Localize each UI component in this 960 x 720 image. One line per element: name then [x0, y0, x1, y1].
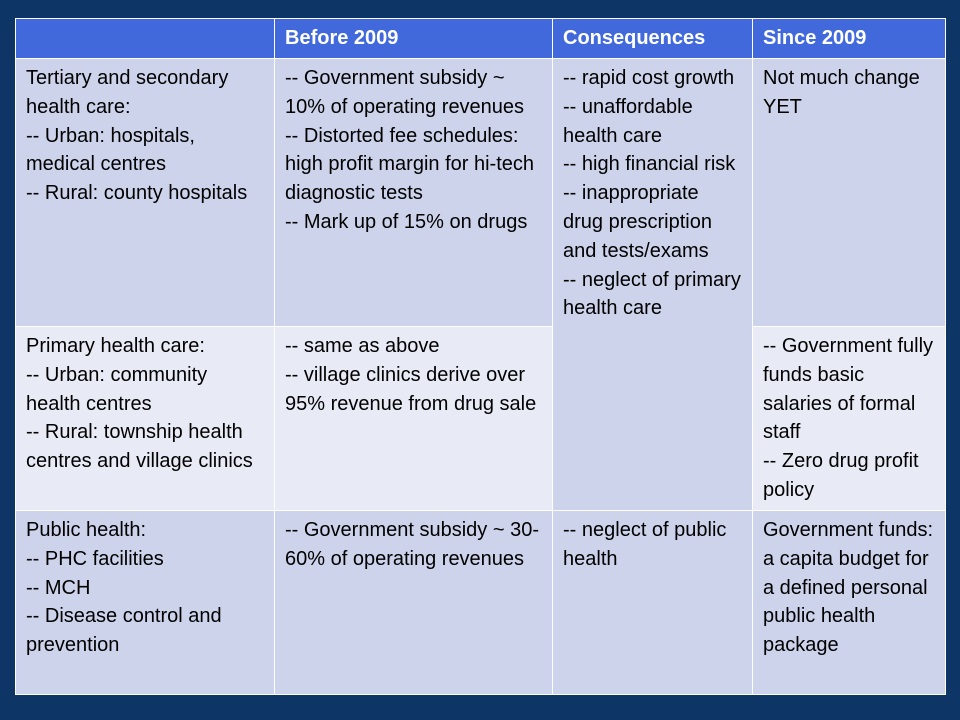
before-cell-primary: -- same as above -- village clinics deri… — [274, 326, 553, 511]
cell-line: -- Distorted fee schedules: high profit … — [285, 124, 535, 205]
cell-line: -- neglect of primary health care — [563, 268, 741, 320]
cell-line: Not much change YET — [763, 67, 920, 118]
cell-line: -- Mark up of 15% on drugs — [285, 210, 528, 233]
cell-line: -- Rural: township health centres and vi… — [26, 421, 253, 473]
cell-line: -- Urban: hospitals, medical centres — [26, 124, 195, 176]
cell-line: Primary health care: — [26, 335, 205, 357]
cell-line: Public health: — [26, 519, 147, 541]
consequences-cell-shared: -- rapid cost growth -- unaffordable hea… — [552, 58, 753, 511]
cell-line: -- rapid cost growth — [563, 67, 735, 89]
cell-line: -- same as above — [285, 335, 440, 357]
cell-line: -- inappropriate drug prescription and t… — [563, 182, 712, 262]
header-cell-before-2009: Before 2009 — [274, 18, 553, 59]
cell-line: -- Disease control and prevention — [26, 605, 222, 657]
policy-table: Before 2009 Consequences Since 2009 Tert… — [15, 18, 946, 695]
since-cell-public-health: Government funds: a capita budget for a … — [752, 510, 946, 695]
category-cell-public-health: Public health: -- PHC facilities -- MCH … — [15, 510, 275, 695]
before-cell-tertiary: -- Government subsidy ~ 10% of operating… — [274, 58, 553, 327]
since-cell-primary: -- Government fully funds basic salaries… — [752, 326, 946, 511]
cell-line: -- MCH — [26, 576, 91, 599]
cell-line: -- Urban: community health centres — [26, 363, 208, 415]
category-cell-tertiary: Tertiary and secondary health care: -- U… — [15, 58, 275, 327]
cell-line: -- neglect of public health — [563, 519, 727, 570]
consequences-cell-public-health: -- neglect of public health — [552, 510, 753, 695]
cell-line: -- Government subsidy ~ 30-60% of operat… — [285, 519, 539, 570]
cell-line: Tertiary and secondary health care: — [26, 67, 229, 118]
cell-line: Government funds: a capita budget for a … — [763, 519, 934, 657]
cell-line: -- Rural: county hospitals — [26, 182, 248, 205]
header-cell-blank — [15, 18, 275, 59]
table-row-primary: Primary health care: -- Urban: community… — [15, 326, 946, 511]
cell-line: -- Government fully funds basic salaries… — [763, 335, 934, 444]
header-cell-since-2009: Since 2009 — [752, 18, 946, 59]
category-cell-primary: Primary health care: -- Urban: community… — [15, 326, 275, 511]
header-row: Before 2009 Consequences Since 2009 — [15, 18, 946, 59]
cell-line: -- high financial risk — [563, 153, 736, 176]
before-cell-public-health: -- Government subsidy ~ 30-60% of operat… — [274, 510, 553, 695]
cell-line: -- Government subsidy ~ 10% of operating… — [285, 67, 525, 118]
cell-line: -- Zero drug profit policy — [763, 450, 919, 501]
cell-line: -- unaffordable health care — [563, 95, 693, 147]
cell-line: -- PHC facilities — [26, 547, 164, 570]
cell-line: -- village clinics derive over 95% reven… — [285, 363, 537, 415]
since-cell-tertiary: Not much change YET — [752, 58, 946, 327]
header-cell-consequences: Consequences — [552, 18, 753, 59]
table-row-public-health: Public health: -- PHC facilities -- MCH … — [15, 510, 946, 695]
table-row-tertiary: Tertiary and secondary health care: -- U… — [15, 58, 946, 511]
